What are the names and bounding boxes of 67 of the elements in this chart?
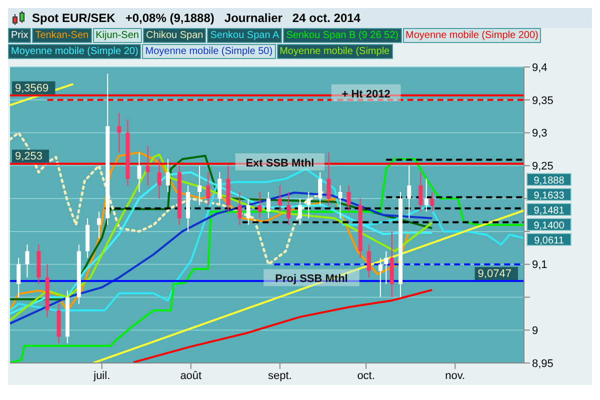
text: 9,1888 [534,175,565,186]
candlestick [206,172,210,206]
candlestick [117,112,122,154]
candlestick [157,158,162,200]
candlestick [198,165,202,206]
candlestick [25,244,30,278]
candlestick [326,152,331,206]
x-tick-label: sept. [268,370,292,382]
y-tick-label: 9 [532,325,538,338]
line-series [132,288,434,363]
candlestick [378,257,382,298]
y-tick-label: 9,1 [532,259,548,272]
candlestick [97,211,102,239]
candlestick [338,184,342,219]
candlestick [16,257,21,298]
x-tick-label: août [180,370,202,382]
text: Senkou Span B (9 26 52) [283,28,402,43]
candlestick [286,191,291,226]
candlestick [298,198,302,226]
candlestick [246,198,250,226]
candlestick [146,145,150,186]
line-series [10,132,324,266]
text: Tenkan-Sen [32,28,92,43]
y-tick-label: 9,35 [532,94,554,107]
text: 9,1481 [534,205,565,216]
candlestick [418,172,423,212]
y-tick-label: 9,3 [532,128,548,140]
x-tick-label: oct. [357,370,375,382]
text: Moyenne mobile (Simple [276,44,393,59]
annotation: Proj SSB Mthl [275,273,348,286]
candlestick [266,191,270,219]
text: 9,1400 [534,220,565,232]
candlestick [384,250,388,285]
candlestick [430,191,434,212]
candlestick [318,172,322,206]
annotation: + Ht 2012 [342,88,390,100]
ref-line-label: 9,3569 [15,82,49,94]
y-tick-label: 9,4 [532,62,548,74]
text: Prix [8,28,32,43]
candlestick [366,244,371,278]
x-tick-label: nov. [445,370,466,382]
text: Senkou Span A [207,28,282,43]
ref-line-label: 9,253 [15,150,43,163]
candlestick [278,184,282,212]
y-tick-label: 8,95 [532,358,554,370]
text: Moyenne mobile (Simple 20) [8,44,142,59]
candlestick [137,152,142,192]
candlestick [238,191,242,226]
candlestick [306,191,311,219]
text: Moyenne mobile (Simple 200) [402,28,542,43]
text: Chikou Span [142,28,206,43]
annotation: Ext SSB Mthl [246,157,314,170]
ref-line-label: 9,0747 [478,268,512,280]
candlestick [166,158,170,192]
candlestick [258,191,262,219]
candlestick [218,172,222,206]
candlestick [346,184,351,212]
y-tick-label: 9,25 [532,160,554,173]
text: Moyenne mobile (Simple 50) [142,44,276,59]
text: Kijun-Sen [92,28,142,43]
text: 9,0611 [534,235,564,246]
candlestick [424,178,428,212]
line-series [10,168,524,312]
candlestick [407,165,412,219]
chart-title: Spot EUR/SEK +0,08% (9,1888) Journalier 24 oct. 2014 [32,11,360,25]
x-tick-label: juil. [92,370,110,382]
text: 9,1633 [534,190,565,202]
